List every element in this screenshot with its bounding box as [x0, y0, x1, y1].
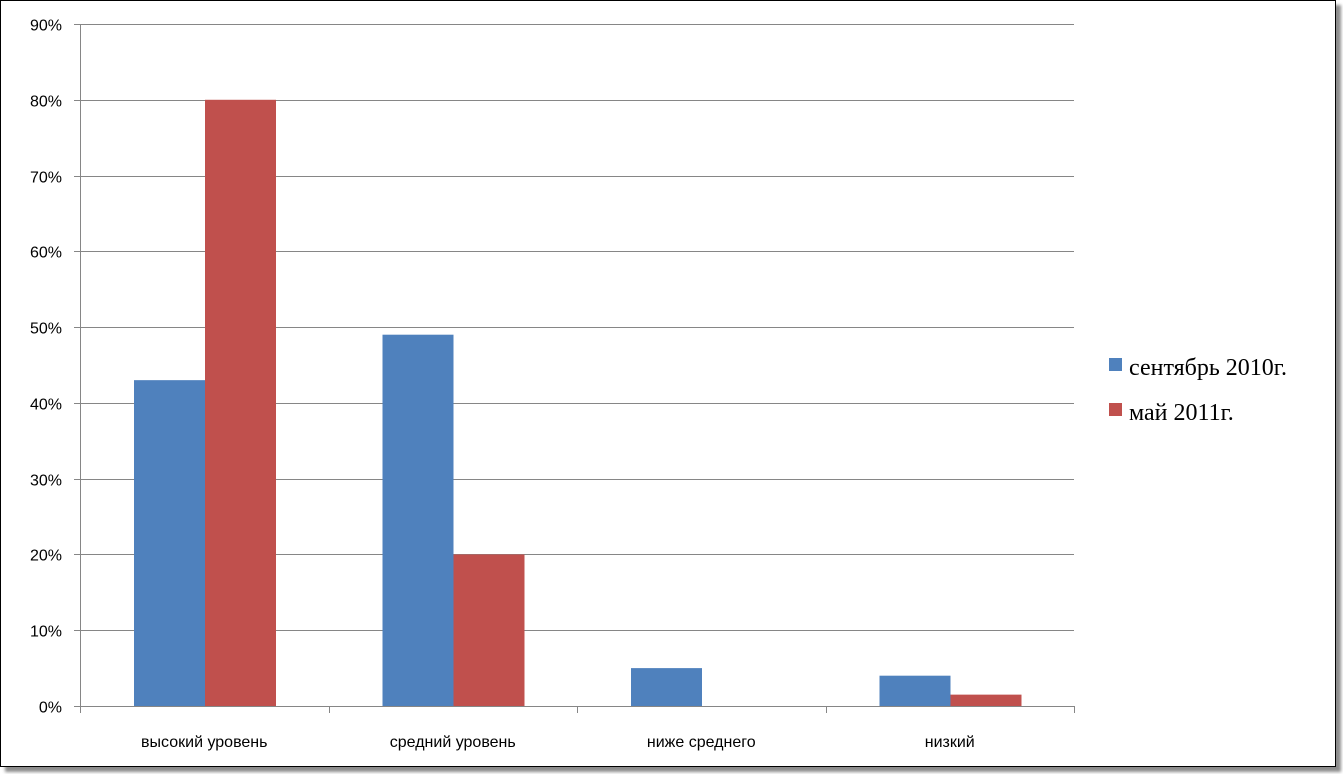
legend: сентябрь 2010г. май 2011г. — [1109, 355, 1287, 426]
bar — [205, 99, 276, 707]
y-tick-label: 0% — [39, 700, 62, 717]
legend-swatch — [1109, 403, 1122, 416]
y-tick-label: 90% — [30, 18, 62, 35]
y-tick-label: 40% — [30, 397, 62, 414]
x-tick-label: средний уровень — [390, 734, 516, 751]
bars — [134, 99, 1022, 707]
x-tick-labels: высокий уровень средний уровень ниже средн… — [141, 734, 975, 751]
x-tick-label: низкий — [925, 734, 975, 751]
y-tick-label: 20% — [30, 548, 62, 565]
y-tick-label: 60% — [30, 245, 62, 262]
bar — [879, 675, 951, 706]
y-tick-labels: 0% 10% 20% 30% 40% 50% 60% 70% 80% 90% — [30, 18, 62, 717]
axes — [74, 24, 1075, 713]
legend-label: сентябрь 2010г. — [1129, 355, 1287, 381]
bar — [382, 334, 454, 706]
x-tick-label: ниже среднего — [647, 734, 756, 751]
legend-swatch — [1109, 358, 1122, 371]
bar — [631, 668, 702, 706]
legend-label: май 2011г. — [1129, 400, 1234, 426]
bar — [453, 554, 525, 706]
y-tick-label: 80% — [30, 94, 62, 111]
y-tick-label: 30% — [30, 473, 62, 490]
bar — [950, 694, 1022, 706]
bar — [134, 380, 205, 706]
y-tick-label: 70% — [30, 170, 62, 187]
x-tick-label: высокий уровень — [141, 734, 267, 751]
y-tick-label: 10% — [30, 624, 62, 641]
y-tick-label: 50% — [30, 321, 62, 338]
